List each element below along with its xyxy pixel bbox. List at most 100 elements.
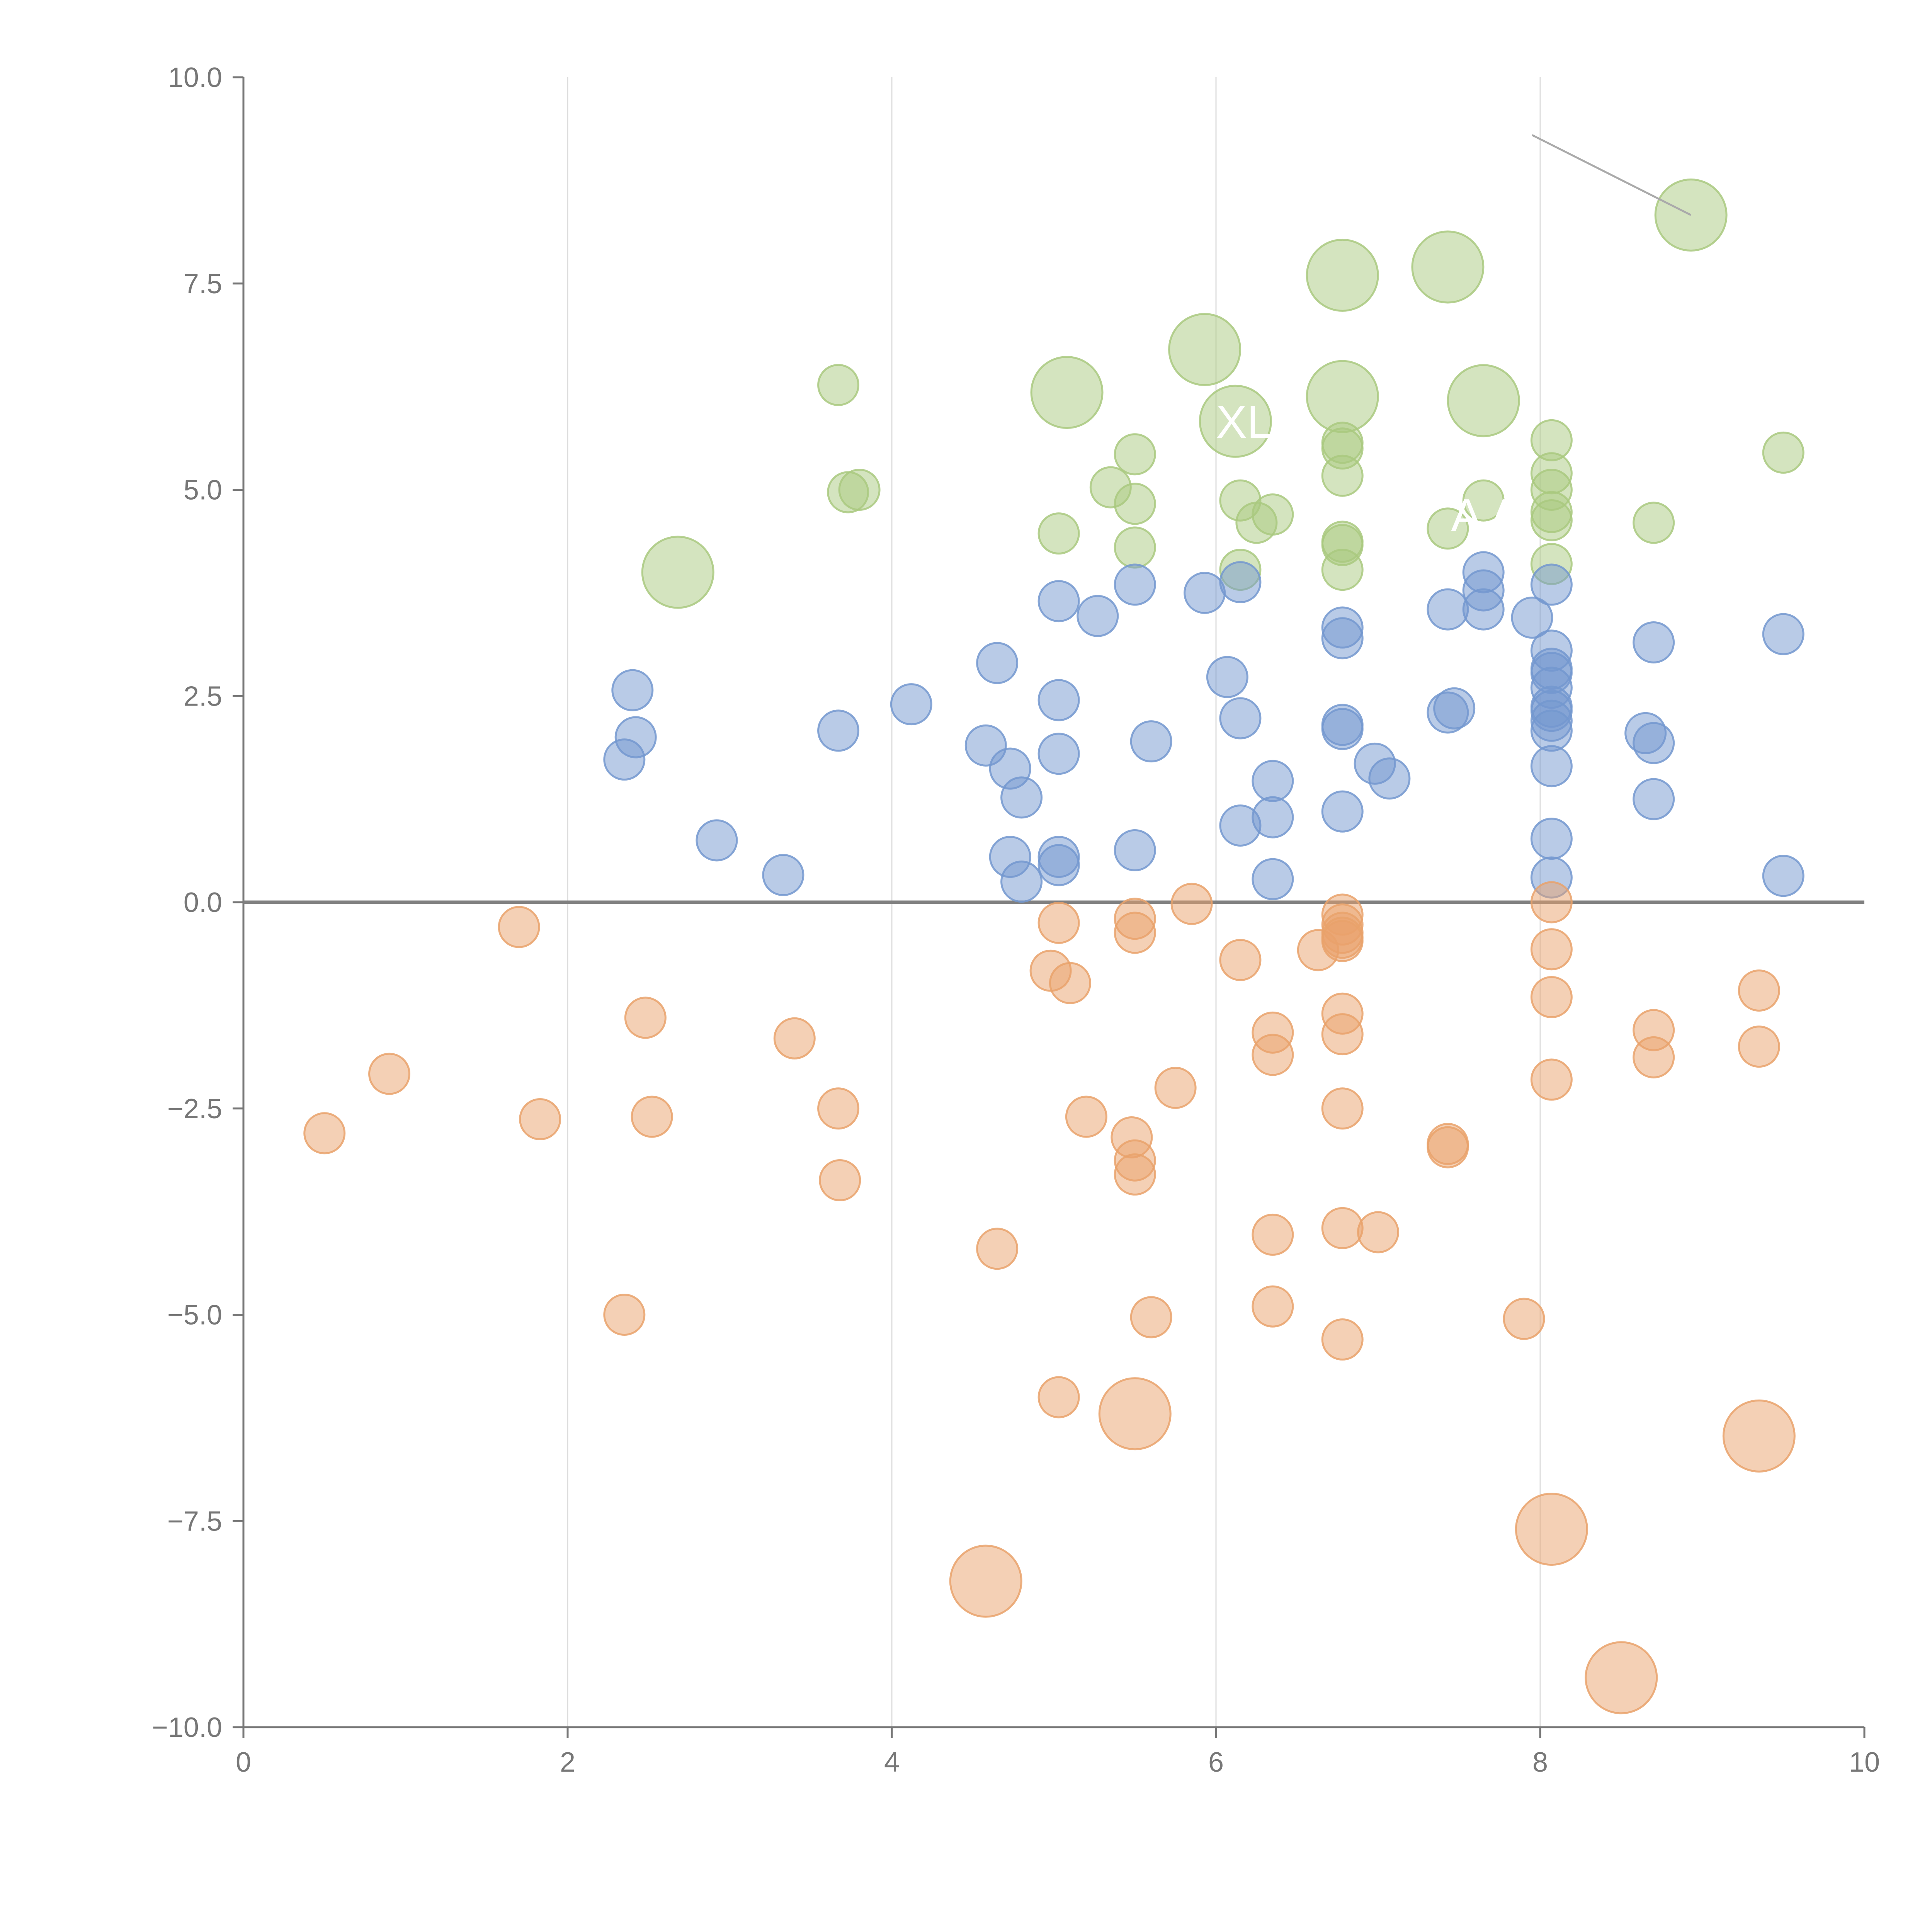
blue-point [1321,790,1364,833]
orange-point [498,906,540,948]
blue-point [1114,829,1156,871]
blue-point [1368,757,1411,800]
x-tick-label: 4 [884,1747,900,1778]
blue-point [1321,617,1364,660]
orange-point [1321,920,1364,962]
blue-point [1530,818,1573,860]
blue-point [1219,561,1262,604]
green-point [1321,454,1364,497]
orange-point [1049,962,1091,1004]
blue-point [1530,709,1573,752]
y-tick-label: −2.5 [167,1094,222,1124]
y-tick-label: 10.0 [168,62,222,93]
blue-point [1130,720,1172,763]
green-point [1462,479,1505,522]
green-point [1306,360,1379,433]
orange-point [1252,1285,1294,1328]
blue-point [1206,656,1248,698]
annotation-label: A A [1451,489,1520,541]
orange-point [1515,1493,1588,1566]
y-tick-label: 7.5 [184,269,222,299]
orange-point [303,1112,346,1155]
blue-point [976,642,1019,684]
orange-point [1252,1213,1294,1256]
blue-point [1184,571,1226,614]
green-point [1114,433,1156,476]
blue-point [1762,613,1804,655]
blue-point [1252,858,1294,900]
x-tick-label: 0 [236,1747,251,1778]
orange-point [1065,1095,1107,1138]
orange-point [1530,928,1573,971]
orange-point [1114,912,1156,954]
green-point [1411,230,1485,304]
orange-point [817,1087,860,1130]
orange-point [631,1095,673,1138]
y-tick-label: −7.5 [167,1506,222,1537]
blue-point [1633,778,1675,820]
blue-point [817,709,860,752]
orange-point [1252,1034,1294,1076]
green-point [1252,493,1294,536]
green-point [1114,526,1156,569]
y-tick-label: 5.0 [184,475,222,506]
blue-point [1633,621,1675,663]
orange-point [1037,901,1080,944]
blue-point [1037,679,1080,721]
green-point [1633,502,1675,544]
orange-point [1130,1296,1172,1338]
blue-point [890,683,932,726]
green-point [1030,356,1104,429]
blue-point [1427,588,1469,631]
green-point [1530,499,1573,541]
orange-point [1321,1207,1364,1249]
y-tick-label: −5.0 [167,1300,222,1331]
blue-point [1530,563,1573,606]
x-tick-label: 2 [560,1747,575,1778]
orange-point [1503,1298,1545,1340]
orange-point [1585,1641,1658,1714]
orange-point [976,1228,1019,1270]
orange-point [1170,883,1213,925]
blue-point [1037,733,1080,775]
green-point [1321,549,1364,591]
x-tick-label: 8 [1532,1747,1548,1778]
blue-point [1462,588,1505,631]
orange-point [1530,881,1573,923]
annotation-label: XL [1216,396,1273,448]
orange-point [1738,969,1780,1012]
green-point [817,364,860,406]
orange-point [1321,1087,1364,1130]
green-point [641,536,714,609]
blue-point [1000,776,1043,819]
orange-point [1530,1058,1573,1101]
green-point [1762,431,1804,474]
blue-point [1252,760,1294,802]
blue-point [1219,697,1262,740]
blue-point [1530,745,1573,787]
orange-point [519,1098,561,1141]
orange-point [773,1017,816,1060]
orange-point [819,1159,861,1201]
green-point [1306,238,1379,312]
blue-point [1433,687,1476,730]
blue-point [1252,796,1294,838]
green-point [1037,512,1080,555]
y-tick-label: 0.0 [184,887,222,918]
green-point [1168,313,1242,386]
blue-point [762,854,804,896]
axes: 10.0 7.5 5.0 2.5 0.0 −2.5 −5.0 −7.5 −10.0 0 2 4 6 8 10 [152,62,1880,1778]
blue-point [1000,861,1043,903]
orange-point [1114,1153,1156,1196]
orange-point [1098,1377,1172,1451]
blue-point [1077,595,1119,637]
green-point [1427,507,1469,550]
green-point [1114,483,1156,525]
leader-line [1531,134,1692,216]
orange-point [603,1294,646,1336]
blue-point [1511,596,1553,639]
orange-point [1219,939,1262,981]
orange-point [368,1053,411,1095]
blue-point [1037,844,1080,886]
